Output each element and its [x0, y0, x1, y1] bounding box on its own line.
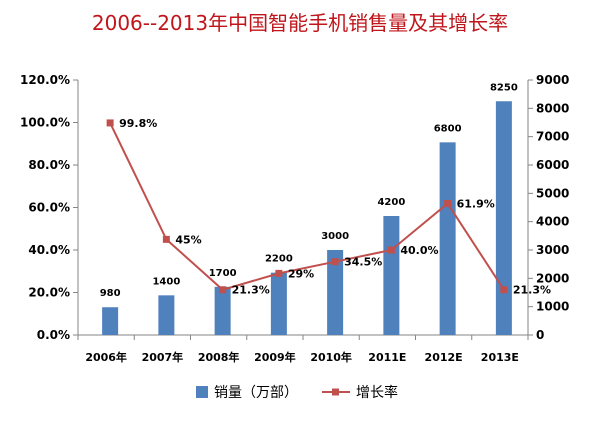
growth-rate-marker [162, 235, 170, 243]
growth-rate-marker [106, 119, 114, 127]
y-right-tick-label: 1000 [536, 300, 569, 314]
x-tick-label: 2013E [481, 351, 519, 364]
growth-rate-marker [444, 199, 452, 207]
line-series: 99.8% 45% 21.3% 29% 34.5% 40.0% 61.9% 21.3% [106, 117, 551, 297]
y-left-tick-label: 60.0% [28, 201, 70, 215]
chart-title: 2006--2013年中国智能手机销售量及其增长率 [92, 11, 508, 35]
growth-rate-label: 45% [175, 233, 201, 246]
x-tick-label: 2010年 [310, 350, 352, 364]
x-tick-label: 2008年 [198, 350, 240, 364]
legend-line-marker [332, 388, 339, 396]
y-left-tick-label: 80.0% [28, 158, 70, 172]
x-tick-label: 2009年 [254, 350, 296, 364]
growth-rate-line [109, 122, 505, 291]
y-right-tick-label: 8000 [536, 101, 569, 115]
y-left-tick-label: 120.0% [20, 73, 70, 87]
growth-rate-label: 40.0% [400, 244, 438, 257]
bar [383, 216, 400, 335]
bar-value-label: 1700 [209, 268, 237, 279]
bar [214, 286, 231, 335]
y-right-tick-label: 9000 [536, 73, 569, 87]
y-right-tick-label: 2000 [536, 271, 569, 285]
growth-rate-marker [387, 246, 395, 254]
legend-line-label: 增长率 [356, 384, 398, 401]
bar [158, 295, 175, 335]
legend: 销量（万部） 增长率 [196, 384, 398, 401]
growth-rate-marker [500, 286, 508, 294]
x-tick-label: 2012E [425, 351, 463, 364]
growth-rate-label: 61.9% [457, 197, 495, 210]
bar-value-label: 8250 [490, 82, 518, 93]
y-left-tick-label: 40.0% [28, 243, 70, 257]
growth-rate-label: 34.5% [344, 256, 382, 269]
bar-value-label: 1400 [152, 276, 180, 287]
legend-bar-swatch [196, 386, 208, 398]
growth-rate-marker [331, 258, 339, 266]
axes: 0.0% 20.0% 40.0% 60.0% 80.0% 100.0% 120.0% 0 100… [20, 73, 569, 364]
y-right-tick-label: 3000 [536, 243, 569, 257]
growth-rate-label: 21.3% [513, 284, 551, 297]
bar-value-label: 4200 [377, 197, 405, 208]
y-right-tick-label: 4000 [536, 215, 569, 229]
growth-rate-label: 99.8% [119, 117, 157, 130]
x-tick-label: 2011E [368, 351, 406, 364]
bar [439, 142, 456, 335]
bar-value-label: 6800 [434, 123, 462, 134]
x-tick-label: 2007年 [142, 350, 184, 364]
growth-rate-label: 21.3% [232, 284, 270, 297]
bar [327, 250, 344, 335]
y-left-tick-label: 20.0% [28, 286, 70, 300]
y-left-tick-label: 100.0% [20, 116, 70, 130]
y-right-tick-label: 0 [536, 328, 544, 342]
y-left-tick-label: 0.0% [37, 328, 70, 342]
bar [102, 307, 119, 335]
y-right-tick-label: 5000 [536, 186, 569, 200]
bar-value-label: 980 [100, 288, 121, 299]
x-tick-label: 2006年 [85, 350, 127, 364]
bar [270, 272, 287, 335]
bar-value-label: 2200 [265, 254, 293, 265]
bar [495, 101, 512, 335]
growth-rate-marker [275, 269, 283, 277]
growth-rate-marker [219, 286, 227, 294]
y-right-tick-label: 6000 [536, 158, 569, 172]
bar-series: 980 1400 1700 2200 3000 4200 6800 8250 [100, 82, 518, 335]
legend-bar-label: 销量（万部） [214, 385, 298, 401]
bar-value-label: 3000 [321, 231, 349, 242]
growth-rate-label: 29% [288, 267, 314, 280]
y-right-tick-label: 7000 [536, 130, 569, 144]
